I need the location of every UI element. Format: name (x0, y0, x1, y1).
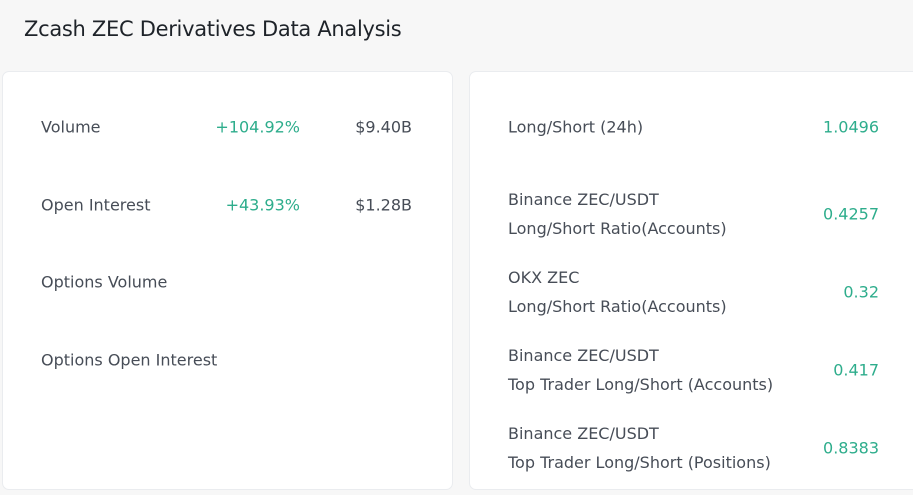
ratio-label-group: Binance ZEC/USDT Top Trader Long/Short (A… (508, 341, 773, 399)
ratio-value: 0.32 (843, 282, 879, 302)
ratio-sublabel: Top Trader Long/Short (Positions) (508, 453, 771, 472)
ratio-label-group: Binance ZEC/USDT Long/Short Ratio(Account… (508, 185, 727, 243)
stat-row-volume: Volume +104.92% $9.40B (3, 107, 452, 147)
ratio-value: 0.417 (833, 360, 879, 380)
ratio-label-group: Binance ZEC/USDT Top Trader Long/Short (P… (508, 419, 771, 477)
ratio-value: 1.0496 (823, 117, 879, 137)
ratio-row: Long/Short (24h) 1.0496 (470, 107, 913, 147)
page-title: Zcash ZEC Derivatives Data Analysis (24, 17, 402, 41)
ratio-sublabel: Long/Short Ratio(Accounts) (508, 219, 727, 238)
ratio-label: Binance ZEC/USDT (508, 424, 659, 443)
stat-label: Volume (41, 117, 101, 137)
ratio-sublabel: Long/Short Ratio(Accounts) (508, 297, 727, 316)
ratio-value: 0.4257 (823, 204, 879, 224)
stat-label: Open Interest (41, 195, 151, 215)
ratio-label: OKX ZEC (508, 268, 580, 287)
stat-row-open-interest: Open Interest +43.93% $1.28B (3, 185, 452, 225)
stat-row-options-open-interest: Options Open Interest (3, 340, 452, 380)
stat-value: $9.40B (355, 117, 412, 137)
long-short-card: Long/Short (24h) 1.0496 Binance ZEC/USDT… (469, 71, 913, 490)
ratio-row: Binance ZEC/USDT Top Trader Long/Short (A… (470, 340, 913, 400)
stat-change: +43.93% (225, 195, 300, 215)
ratio-row: Binance ZEC/USDT Long/Short Ratio(Account… (470, 184, 913, 244)
stat-row-options-volume: Options Volume (3, 262, 452, 302)
ratio-label-group: OKX ZEC Long/Short Ratio(Accounts) (508, 263, 727, 321)
stat-change: +104.92% (215, 117, 300, 137)
stat-label: Options Volume (41, 272, 168, 292)
ratio-row: Binance ZEC/USDT Top Trader Long/Short (P… (470, 418, 913, 478)
stat-label: Options Open Interest (41, 350, 218, 370)
market-stats-card: Volume +104.92% $9.40B Open Interest +43… (2, 71, 453, 490)
stat-value: $1.28B (355, 195, 412, 215)
ratio-label: Binance ZEC/USDT (508, 346, 659, 365)
ratio-sublabel: Top Trader Long/Short (Accounts) (508, 375, 774, 394)
ratio-label: Long/Short (24h) (508, 117, 644, 137)
ratio-label: Binance ZEC/USDT (508, 190, 659, 209)
ratio-value: 0.8383 (823, 438, 879, 458)
ratio-row: OKX ZEC Long/Short Ratio(Accounts) 0.32 (470, 262, 913, 322)
